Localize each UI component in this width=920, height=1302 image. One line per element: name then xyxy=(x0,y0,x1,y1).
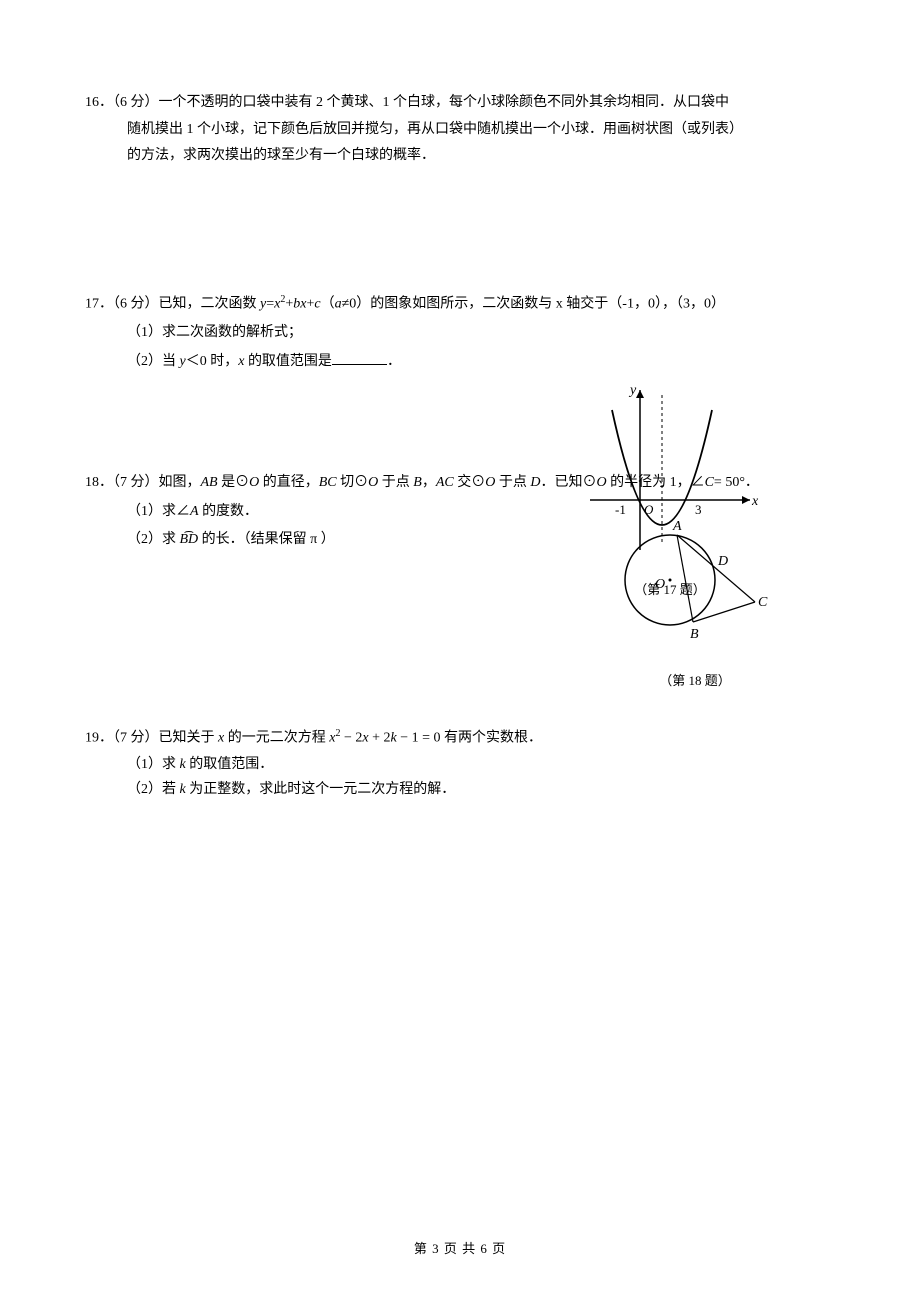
seg-AB: AB xyxy=(201,475,218,490)
p18-d: 切⊙ xyxy=(337,475,369,490)
seg-AC: AC xyxy=(436,475,454,490)
p17-t1b: （ xyxy=(321,296,335,311)
label-A: A xyxy=(672,519,682,534)
p18-h: 于点 xyxy=(495,475,530,490)
pt-D: D xyxy=(530,475,540,490)
figure-18: A B C D O （第 18 题） xyxy=(615,510,775,693)
p18-i: ．已知⊙ xyxy=(540,475,596,490)
p18-e: 于点 xyxy=(378,475,413,490)
p17-t1c: ≠0）的图象如图所示，二次函数与 x 轴交于（-1，0），（3，0） xyxy=(342,296,725,311)
problem-16-text1: 一个不透明的口袋中装有 2 个黄球、1 个白球，每个小球除颜色不同外其余均相同．… xyxy=(159,95,730,110)
p17-s2a: （2）当 xyxy=(127,354,180,369)
var-b: bx xyxy=(293,296,306,311)
label-D: D xyxy=(717,554,728,569)
p18-a: 如图， xyxy=(159,475,201,490)
p19-a: 已知关于 xyxy=(159,731,219,746)
pt-O3: O xyxy=(485,475,495,490)
problem-16: 16．（6 分）一个不透明的口袋中装有 2 个黄球、1 个白球，每个小球除颜色不… xyxy=(85,90,835,170)
problem-16-line3: 的方法，求两次摸出的球至少有一个白球的概率． xyxy=(85,143,835,170)
p17-s2d: ． xyxy=(387,354,401,369)
ang-C: C xyxy=(705,475,714,490)
p18-s2a: （2）求 xyxy=(127,532,180,547)
pt-O4: O xyxy=(596,475,606,490)
label-C: C xyxy=(758,595,768,610)
seg-BC: BC xyxy=(319,475,337,490)
var-a: a xyxy=(335,296,342,311)
p18-b: 是⊙ xyxy=(218,475,250,490)
label-B: B xyxy=(690,627,699,642)
p19-s2b: 为正整数，求此时这个一元二次方程的解． xyxy=(186,782,456,797)
problem-16-line1: 16．（6 分）一个不透明的口袋中装有 2 个黄球、1 个白球，每个小球除颜色不… xyxy=(85,90,835,117)
problem-18-points: （7 分） xyxy=(113,475,159,490)
p18-g: 交⊙ xyxy=(454,475,486,490)
p19-s2a: （2）若 xyxy=(127,782,180,797)
problem-18-num: 18． xyxy=(85,475,113,490)
p19-b: 的一元二次方程 xyxy=(224,731,329,746)
problem-17-sub2: （2）当 y＜0 时，x 的取值范围是． xyxy=(85,349,835,376)
problem-17-line1: 17．（6 分）已知，二次函数 y=x2+bx+c（a≠0）的图象如图所示，二次… xyxy=(85,290,835,318)
var-y: y xyxy=(260,296,266,311)
p17-s2b: ＜0 时， xyxy=(186,354,239,369)
problem-19-line1: 19．（7 分）已知关于 x 的一元二次方程 x2 − 2x + 2k − 1 … xyxy=(85,724,835,752)
ang-A: A xyxy=(190,504,199,519)
problem-18-line1: 18．（7 分）如图，AB 是⊙O 的直径，BC 切⊙O 于点 B，AC 交⊙O… xyxy=(85,470,835,497)
problem-17: 17．（6 分）已知，二次函数 y=x2+bx+c（a≠0）的图象如图所示，二次… xyxy=(85,290,835,375)
problem-19-num: 19． xyxy=(85,731,113,746)
problem-19-sub1: （1）求 k 的取值范围． xyxy=(85,754,835,776)
circle-diagram: A B C D O xyxy=(615,510,775,650)
p18-s2b: 的长．（结果保留 π ） xyxy=(198,532,335,547)
problem-19: 19．（7 分）已知关于 x 的一元二次方程 x2 − 2x + 2k − 1 … xyxy=(85,724,835,801)
p19-s1a: （1）求 xyxy=(127,757,180,772)
p18-f: ， xyxy=(422,475,436,490)
figure-18-caption: （第 18 题） xyxy=(615,669,775,694)
p18-s1a: （1）求∠ xyxy=(127,504,190,519)
problem-17-num: 17． xyxy=(85,296,113,311)
p19-s1b: 的取值范围． xyxy=(186,757,274,772)
problem-16-line2: 随机摸出 1 个小球，记下颜色后放回并搅匀，再从口袋中随机摸出一个小球．用画树状… xyxy=(85,117,835,144)
pt-O1: O xyxy=(249,475,259,490)
svg-text:y: y xyxy=(628,383,637,398)
p17-t1a: 已知，二次函数 xyxy=(159,296,261,311)
pt-B: B xyxy=(413,475,422,490)
problem-19-points: （7 分） xyxy=(113,731,159,746)
problem-19-sub2: （2）若 k 为正整数，求此时这个一元二次方程的解． xyxy=(85,779,835,801)
label-O: O xyxy=(655,577,665,592)
p18-j: 的半径为 1，∠ xyxy=(607,475,705,490)
problem-16-points: （6 分） xyxy=(113,95,159,110)
pt-O2: O xyxy=(368,475,378,490)
p17-s2c: 的取值范围是 xyxy=(244,354,332,369)
blank-fill xyxy=(332,349,387,365)
problem-16-num: 16． xyxy=(85,95,113,110)
p19-c: 有两个实数根． xyxy=(440,731,542,746)
problem-18: 18．（7 分）如图，AB 是⊙O 的直径，BC 切⊙O 于点 B，AC 交⊙O… xyxy=(85,470,835,554)
arc-BD: B͡D xyxy=(180,532,199,547)
page-footer: 第 3 页 共 6 页 xyxy=(0,1237,920,1262)
problem-17-sub1: （1）求二次函数的解析式； xyxy=(85,320,835,347)
p18-c: 的直径， xyxy=(259,475,319,490)
p18-k: = 50°． xyxy=(714,475,759,490)
problem-17-points: （6 分） xyxy=(113,296,159,311)
p18-s1b: 的度数． xyxy=(199,504,259,519)
